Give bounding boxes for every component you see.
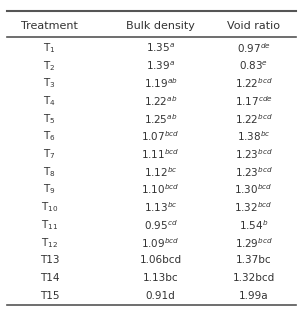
Text: 1.23$^{bcd}$: 1.23$^{bcd}$: [235, 165, 272, 179]
Text: 1.35$^{a}$: 1.35$^{a}$: [146, 42, 175, 54]
Text: 1.32$^{bcd}$: 1.32$^{bcd}$: [234, 200, 273, 214]
Text: 1.11$^{bcd}$: 1.11$^{bcd}$: [141, 147, 180, 161]
Text: 1.06bcd: 1.06bcd: [139, 255, 181, 265]
Text: T$_{3}$: T$_{3}$: [43, 77, 56, 90]
Text: 1.22$^{ab}$: 1.22$^{ab}$: [144, 94, 177, 108]
Text: 0.97$^{de}$: 0.97$^{de}$: [237, 41, 271, 55]
Text: 0.91d: 0.91d: [146, 291, 175, 301]
Text: T14: T14: [40, 273, 59, 283]
Text: 1.10$^{bcd}$: 1.10$^{bcd}$: [141, 183, 180, 197]
Text: 1.39$^{a}$: 1.39$^{a}$: [146, 60, 175, 72]
Text: 1.25$^{ab}$: 1.25$^{ab}$: [144, 112, 177, 126]
Text: Void ratio: Void ratio: [227, 21, 280, 31]
Text: 1.54$^{b}$: 1.54$^{b}$: [239, 218, 268, 232]
Text: 1.37bc: 1.37bc: [236, 255, 271, 265]
Text: 1.23$^{bcd}$: 1.23$^{bcd}$: [235, 147, 272, 161]
Text: T$_{5}$: T$_{5}$: [43, 112, 56, 126]
Text: Bulk density: Bulk density: [126, 21, 195, 31]
Text: 1.19$^{ab}$: 1.19$^{ab}$: [144, 77, 178, 90]
Text: T$_{6}$: T$_{6}$: [43, 130, 56, 144]
Text: T$_{9}$: T$_{9}$: [43, 183, 56, 197]
Text: T$_{12}$: T$_{12}$: [41, 236, 58, 249]
Text: T$_{7}$: T$_{7}$: [43, 147, 56, 161]
Text: T$_{2}$: T$_{2}$: [43, 59, 55, 73]
Text: 1.09$^{bcd}$: 1.09$^{bcd}$: [141, 236, 180, 249]
Text: 1.29$^{bcd}$: 1.29$^{bcd}$: [235, 236, 272, 249]
Text: 1.12$^{bc}$: 1.12$^{bc}$: [144, 165, 177, 179]
Text: 1.22$^{bcd}$: 1.22$^{bcd}$: [235, 112, 272, 126]
Text: 1.13$^{bc}$: 1.13$^{bc}$: [144, 200, 177, 214]
Text: 1.99a: 1.99a: [239, 291, 268, 301]
Text: Treatment: Treatment: [21, 21, 78, 31]
Text: T$_{8}$: T$_{8}$: [43, 165, 56, 179]
Text: T13: T13: [40, 255, 59, 265]
Text: T15: T15: [40, 291, 59, 301]
Text: T$_{4}$: T$_{4}$: [43, 94, 56, 108]
Text: 1.32bcd: 1.32bcd: [232, 273, 275, 283]
Text: T$_{1}$: T$_{1}$: [43, 41, 56, 55]
Text: T$_{10}$: T$_{10}$: [41, 200, 58, 214]
Text: 1.17$^{cde}$: 1.17$^{cde}$: [235, 94, 273, 108]
Text: 1.13bc: 1.13bc: [143, 273, 178, 283]
Text: 1.30$^{bcd}$: 1.30$^{bcd}$: [234, 183, 273, 197]
Text: 1.38$^{bc}$: 1.38$^{bc}$: [237, 130, 271, 144]
Text: 0.83$^{e}$: 0.83$^{e}$: [239, 60, 268, 72]
Text: 1.07$^{bcd}$: 1.07$^{bcd}$: [141, 130, 180, 144]
Text: 0.95$^{cd}$: 0.95$^{cd}$: [144, 218, 178, 232]
Text: 1.22$^{bcd}$: 1.22$^{bcd}$: [235, 77, 272, 90]
Text: T$_{11}$: T$_{11}$: [41, 218, 58, 232]
